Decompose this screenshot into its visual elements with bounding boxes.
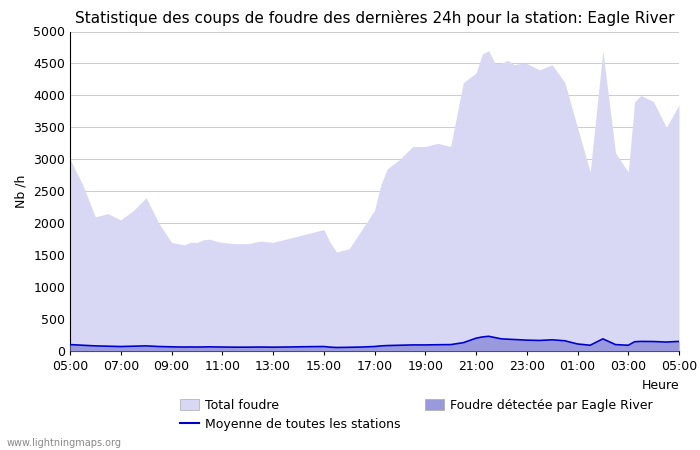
X-axis label: Heure: Heure <box>641 378 679 392</box>
Text: www.lightningmaps.org: www.lightningmaps.org <box>7 438 122 448</box>
Y-axis label: Nb /h: Nb /h <box>15 175 27 208</box>
Title: Statistique des coups de foudre des dernières 24h pour la station: Eagle River: Statistique des coups de foudre des dern… <box>75 10 674 26</box>
Legend: Total foudre, Moyenne de toutes les stations, Foudre détectée par Eagle River: Total foudre, Moyenne de toutes les stat… <box>180 399 653 431</box>
